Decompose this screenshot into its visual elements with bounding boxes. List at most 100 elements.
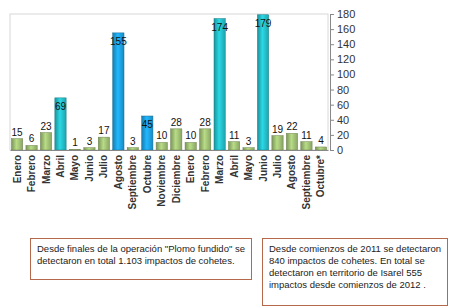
tick: 40 [330, 114, 349, 126]
bar [243, 148, 254, 150]
bars [11, 15, 326, 150]
tick: Mayo [69, 155, 80, 181]
tick-mark [330, 150, 334, 151]
data-label: 28 [171, 117, 183, 128]
tick: Marzo [214, 155, 225, 184]
data-labels: 1562369131715534510281028174113179192211… [12, 18, 325, 148]
tick: Enero [185, 155, 196, 183]
y-axis: 0 20 40 60 80 100 120 140 160 180 [330, 8, 355, 156]
tick: 160 [330, 23, 355, 35]
bar [113, 33, 124, 150]
tick: Octubre [142, 155, 153, 194]
data-label: 1 [72, 137, 78, 148]
tick: Febrero [26, 155, 37, 192]
bar [272, 136, 283, 150]
data-label: 6 [29, 133, 35, 144]
bar [69, 149, 80, 150]
tick-label: 60 [337, 99, 349, 111]
tick-label: Julio [98, 155, 109, 178]
tick-label: 160 [337, 23, 355, 35]
tick-label: Noviembre [156, 155, 167, 207]
tick-label: 120 [337, 53, 355, 65]
tick: 80 [330, 84, 349, 96]
bar [286, 133, 297, 150]
data-label: 28 [200, 117, 212, 128]
data-label: 11 [229, 130, 240, 141]
tick-label: Octubre* [315, 155, 326, 197]
annotation: Desde finales de la operación "Plomo fun… [30, 238, 252, 280]
data-label: 10 [156, 130, 168, 141]
tick-label: Agosto [113, 155, 124, 189]
bar [40, 133, 51, 150]
tick: 120 [330, 53, 355, 65]
data-label: 23 [40, 121, 52, 132]
tick: 0 [330, 144, 343, 156]
bar [171, 129, 182, 150]
axis-line [331, 15, 335, 151]
data-label: 174 [211, 22, 228, 33]
tick-label: Enero [12, 155, 23, 183]
bar [11, 139, 22, 150]
tick: Junio [84, 155, 95, 182]
data-label: 45 [142, 119, 154, 130]
bar [257, 15, 268, 150]
data-label: 19 [272, 124, 284, 135]
plot-area [10, 14, 328, 150]
tick: Abril [55, 155, 66, 178]
tick: Abril [229, 155, 240, 178]
data-label: 3 [87, 136, 93, 147]
bar [301, 142, 312, 150]
tick: Marzo [41, 155, 52, 184]
tick-mark [330, 59, 334, 60]
tick-label: 40 [337, 114, 349, 126]
bar [315, 147, 326, 150]
tick: Agosto [286, 155, 297, 189]
tick-label: Febrero [200, 155, 211, 192]
tick-mark [330, 135, 334, 136]
bar [228, 142, 239, 150]
tick-mark [330, 90, 334, 91]
bar [55, 98, 66, 150]
tick-label: Mayo [243, 155, 254, 181]
data-label: 3 [246, 136, 252, 147]
tick-label: 80 [337, 84, 349, 96]
bar [156, 142, 167, 150]
tick-mark [330, 14, 334, 15]
data-label: 15 [12, 127, 24, 138]
tick-label: 0 [337, 144, 343, 156]
data-label: 11 [301, 130, 312, 141]
bar [26, 145, 37, 150]
data-label: 179 [255, 18, 272, 29]
annotation: Desde comienzos de 2011 se detectaron 84… [262, 238, 448, 306]
tick-label: Marzo [41, 155, 52, 184]
axis-line [11, 150, 329, 151]
data-label: 4 [318, 135, 324, 146]
tick-label: Febrero [26, 155, 37, 192]
tick: 20 [330, 129, 349, 141]
tick: 140 [330, 38, 355, 50]
tick-label: 180 [337, 8, 355, 20]
tick: Septiembre [127, 155, 138, 210]
tick: Julio [272, 155, 283, 178]
tick-label: Septiembre [301, 155, 312, 210]
tick-label: Diciembre [171, 155, 182, 204]
data-label: 10 [185, 130, 197, 141]
tick: Mayo [243, 155, 254, 181]
bar [200, 129, 211, 150]
data-label: 17 [98, 125, 110, 136]
tick-mark [330, 44, 334, 45]
tick: Enero [12, 155, 23, 183]
bar [214, 19, 225, 150]
tick: Octubre* [315, 155, 326, 197]
tick: Julio [98, 155, 109, 178]
tick-label: Enero [185, 155, 196, 183]
bar [84, 148, 95, 150]
bar [98, 137, 109, 150]
tick-mark [330, 74, 334, 75]
tick: Agosto [113, 155, 124, 189]
tick-label: 100 [337, 68, 355, 80]
tick-label: Junio [84, 155, 95, 182]
data-label: 22 [286, 121, 298, 132]
tick-label: Abril [229, 155, 240, 178]
tick-mark [330, 29, 334, 30]
